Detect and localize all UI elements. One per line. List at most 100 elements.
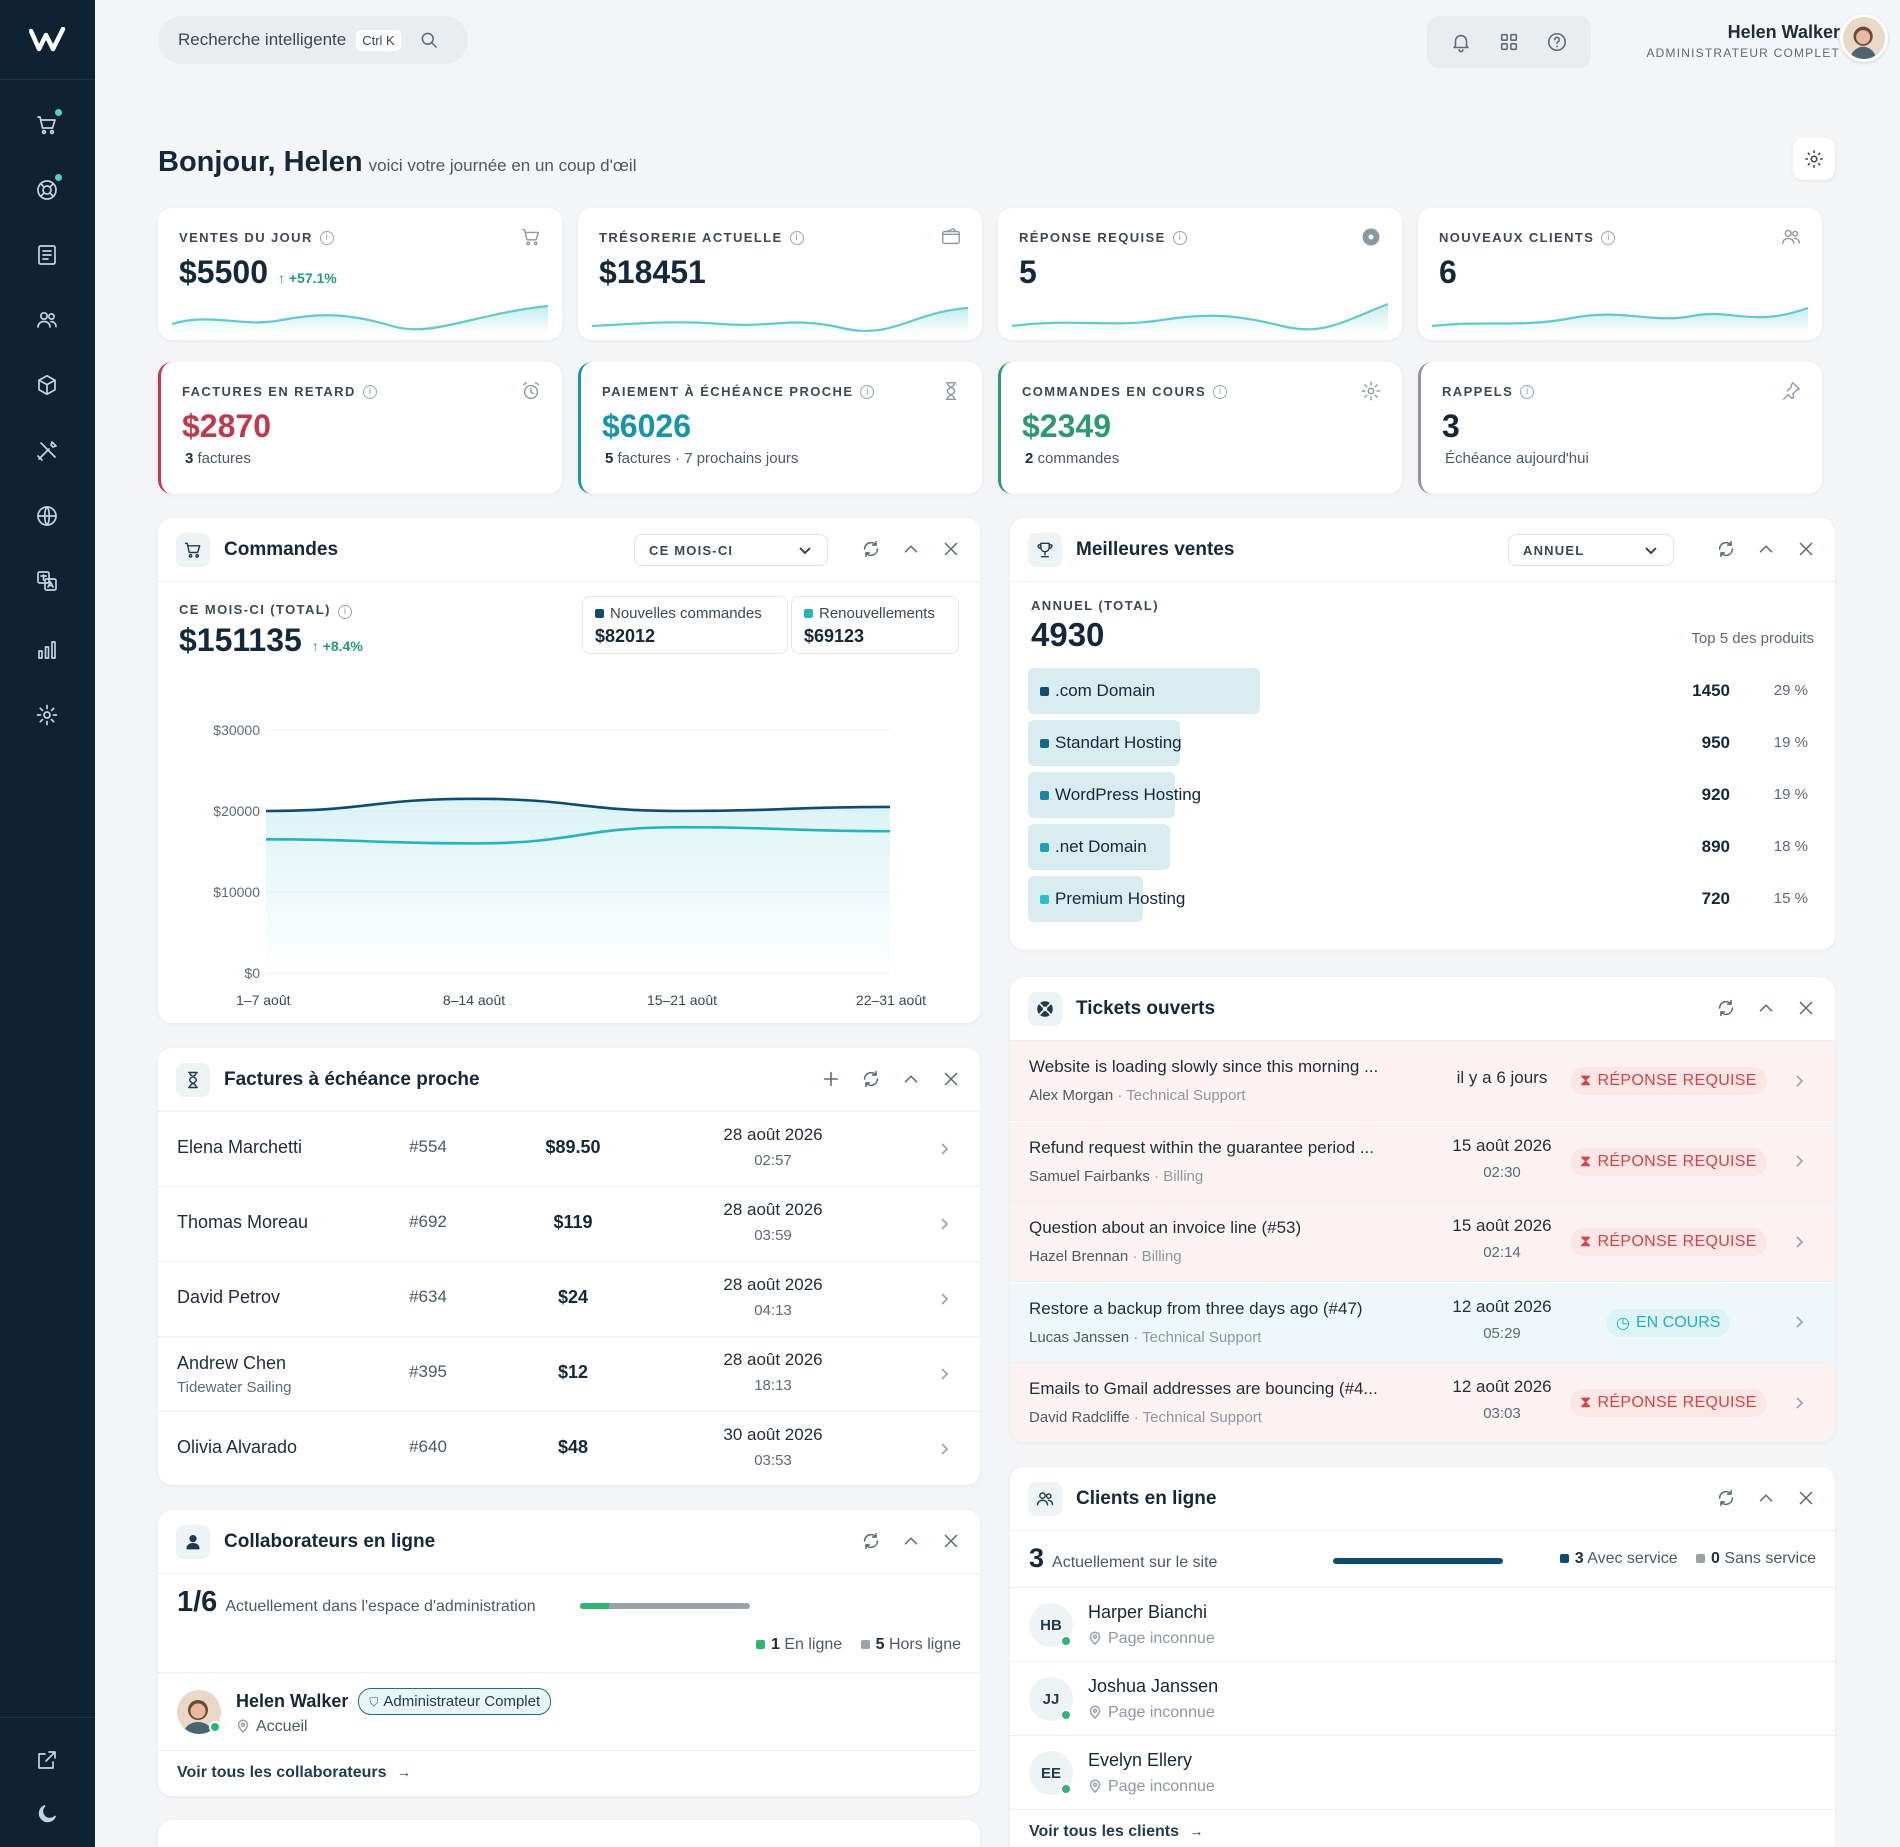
kpi-card[interactable]: FACTURES EN RETARD i $2870 3 factures [158, 362, 562, 494]
refresh-icon[interactable] [1715, 997, 1737, 1019]
nav-support[interactable] [29, 172, 65, 208]
view-all-clients-link[interactable]: Voir tous les clients → [1029, 1823, 1204, 1840]
online-dot [1060, 1635, 1072, 1647]
close-icon[interactable] [940, 1530, 962, 1552]
invoice-row[interactable]: Olivia Alvarado #640 $48 30 août 2026 03… [158, 1412, 980, 1487]
product-row[interactable]: .com Domain 1450 29 % [1028, 668, 1818, 714]
clients-count-label: Actuellement sur le site [1052, 1554, 1218, 1571]
nav-domains[interactable] [29, 498, 65, 534]
refresh-icon[interactable] [1715, 538, 1737, 560]
chevron-right-icon [936, 1216, 952, 1232]
view-all-collaborators-link[interactable]: Voir tous les collaborateurs → [177, 1764, 411, 1781]
close-icon[interactable] [1795, 997, 1817, 1019]
pin-icon [1780, 380, 1802, 407]
client-page: Page inconnue [1088, 1778, 1215, 1796]
apps-grid-icon[interactable] [1498, 31, 1520, 53]
ticket-row[interactable]: Emails to Gmail addresses are bouncing (… [1010, 1363, 1835, 1442]
close-icon[interactable] [940, 538, 962, 560]
invoice-row[interactable]: Elena Marchetti #554 $89.50 28 août 2026… [158, 1112, 980, 1187]
ticket-author: Hazel Brennan · Billing [1029, 1248, 1182, 1265]
collaborators-count: 1/6 [177, 1586, 218, 1618]
lifebuoy-icon [37, 180, 57, 200]
nav-settings[interactable] [29, 697, 65, 733]
kpi-card[interactable]: COMMANDES EN COURS i $2349 2 commandes [998, 362, 1402, 494]
open-site-button[interactable] [29, 1742, 65, 1778]
document-icon [38, 245, 56, 265]
product-row[interactable]: Premium Hosting 720 15 % [1028, 876, 1818, 922]
legend-value: $82012 [595, 626, 656, 646]
logo[interactable] [0, 0, 95, 80]
legend-item[interactable]: Renouvellements $69123 [791, 596, 959, 654]
collapse-icon[interactable] [1755, 538, 1777, 560]
online-dot [1060, 1783, 1072, 1795]
hourglass-icon: ⧗ [1580, 1072, 1592, 1089]
bell-icon[interactable] [1450, 31, 1472, 53]
nav-tools[interactable] [29, 433, 65, 469]
invoice-date: 28 août 2026 [723, 1275, 823, 1294]
bestsellers-period-select[interactable]: ANNUEL [1508, 534, 1674, 566]
user-menu[interactable]: Helen Walker ADMINISTRATEUR COMPLET [1646, 22, 1840, 60]
status-badge: ⧗ RÉPONSE REQUISE [1570, 1067, 1767, 1095]
collapse-icon[interactable] [1755, 1487, 1777, 1509]
close-icon[interactable] [1795, 538, 1817, 560]
ticket-row[interactable]: Question about an invoice line (#53) Haz… [1010, 1202, 1835, 1282]
cart-icon [520, 226, 542, 253]
kpi-card[interactable]: NOUVEAUX CLIENTS i 6 [1418, 208, 1822, 340]
close-icon[interactable] [940, 1068, 962, 1090]
nav-clients[interactable] [29, 302, 65, 338]
collapse-icon[interactable] [900, 538, 922, 560]
kpi-card[interactable]: TRÉSORERIE ACTUELLE i $18451 [578, 208, 982, 340]
refresh-icon[interactable] [860, 1068, 882, 1090]
dashboard-settings-button[interactable] [1793, 138, 1835, 180]
nav-products[interactable] [29, 367, 65, 403]
invoice-row[interactable]: Andrew Chen Tidewater Sailing #395 $12 2… [158, 1337, 980, 1412]
orders-period-select[interactable]: CE MOIS-CI [634, 534, 828, 566]
collapse-icon[interactable] [900, 1068, 922, 1090]
collapse-icon[interactable] [1755, 997, 1777, 1019]
kpi-card[interactable]: RAPPELS i 3 Échéance aujourd'hui [1418, 362, 1822, 494]
clients-legend: 3 Avec service 0 Sans service [1559, 1550, 1816, 1568]
product-row[interactable]: WordPress Hosting 920 19 % [1028, 772, 1818, 818]
ticket-time: 03:03 [1483, 1405, 1521, 1422]
collapse-icon[interactable] [900, 1530, 922, 1552]
kpi-value: 5 [1019, 254, 1037, 290]
kpi-card[interactable]: PAIEMENT À ÉCHÉANCE PROCHE i $6026 5 fact… [578, 362, 982, 494]
ticket-row[interactable]: Restore a backup from three days ago (#4… [1010, 1282, 1835, 1363]
nav-reports[interactable] [29, 632, 65, 668]
client-name: Evelyn Ellery [1088, 1750, 1193, 1770]
nav-invoices[interactable] [29, 237, 65, 273]
invoices-controls [820, 1068, 962, 1090]
client-row[interactable]: HB Harper Bianchi Page inconnue [1010, 1588, 1835, 1662]
refresh-icon[interactable] [860, 538, 882, 560]
nav-orders[interactable] [29, 107, 65, 143]
client-page: Page inconnue [1088, 1630, 1215, 1648]
product-row[interactable]: .net Domain 890 18 % [1028, 824, 1818, 870]
kpi-card[interactable]: RÉPONSE REQUISE i 5 [998, 208, 1402, 340]
add-icon[interactable] [820, 1068, 842, 1090]
refresh-icon[interactable] [1715, 1487, 1737, 1509]
ticket-row[interactable]: Website is loading slowly since this mor… [1010, 1041, 1835, 1121]
location-pin-icon [236, 1719, 250, 1734]
product-value: 920 [1701, 785, 1730, 804]
kpi-card[interactable]: VENTES DU JOUR i $5500 ↑ +57.1% [158, 208, 562, 340]
close-icon[interactable] [1795, 1487, 1817, 1509]
dark-mode-toggle[interactable] [29, 1796, 65, 1832]
search-input[interactable]: Recherche intelligente Ctrl K [158, 16, 468, 64]
product-row[interactable]: Standart Hosting 950 19 % [1028, 720, 1818, 766]
help-icon[interactable] [1546, 31, 1568, 53]
legend-item[interactable]: Nouvelles commandes $82012 [582, 596, 788, 654]
avatar[interactable] [1840, 14, 1888, 62]
chevron-right-icon [1791, 1234, 1807, 1250]
invoice-client: David Petrov [177, 1287, 281, 1307]
member-row[interactable]: Helen Walker ⛉ Administrateur Complet [236, 1688, 552, 1715]
client-row[interactable]: JJ Joshua Janssen Page inconnue [1010, 1662, 1835, 1736]
refresh-icon[interactable] [860, 1530, 882, 1552]
info-icon: i [1213, 384, 1228, 399]
invoice-row[interactable]: David Petrov #634 $24 28 août 2026 04:13 [158, 1262, 980, 1337]
orders-panel: Commandes CE MOIS-CI CE MOIS-CI (TOTAL) i… [158, 518, 980, 1023]
invoice-row[interactable]: Thomas Moreau #692 $119 28 août 2026 03:… [158, 1187, 980, 1262]
nav-translate[interactable] [29, 563, 65, 599]
ticket-row[interactable]: Refund request within the guarantee peri… [1010, 1121, 1835, 1202]
client-row[interactable]: EE Evelyn Ellery Page inconnue [1010, 1736, 1835, 1810]
lifebuoy-icon [1028, 991, 1062, 1026]
